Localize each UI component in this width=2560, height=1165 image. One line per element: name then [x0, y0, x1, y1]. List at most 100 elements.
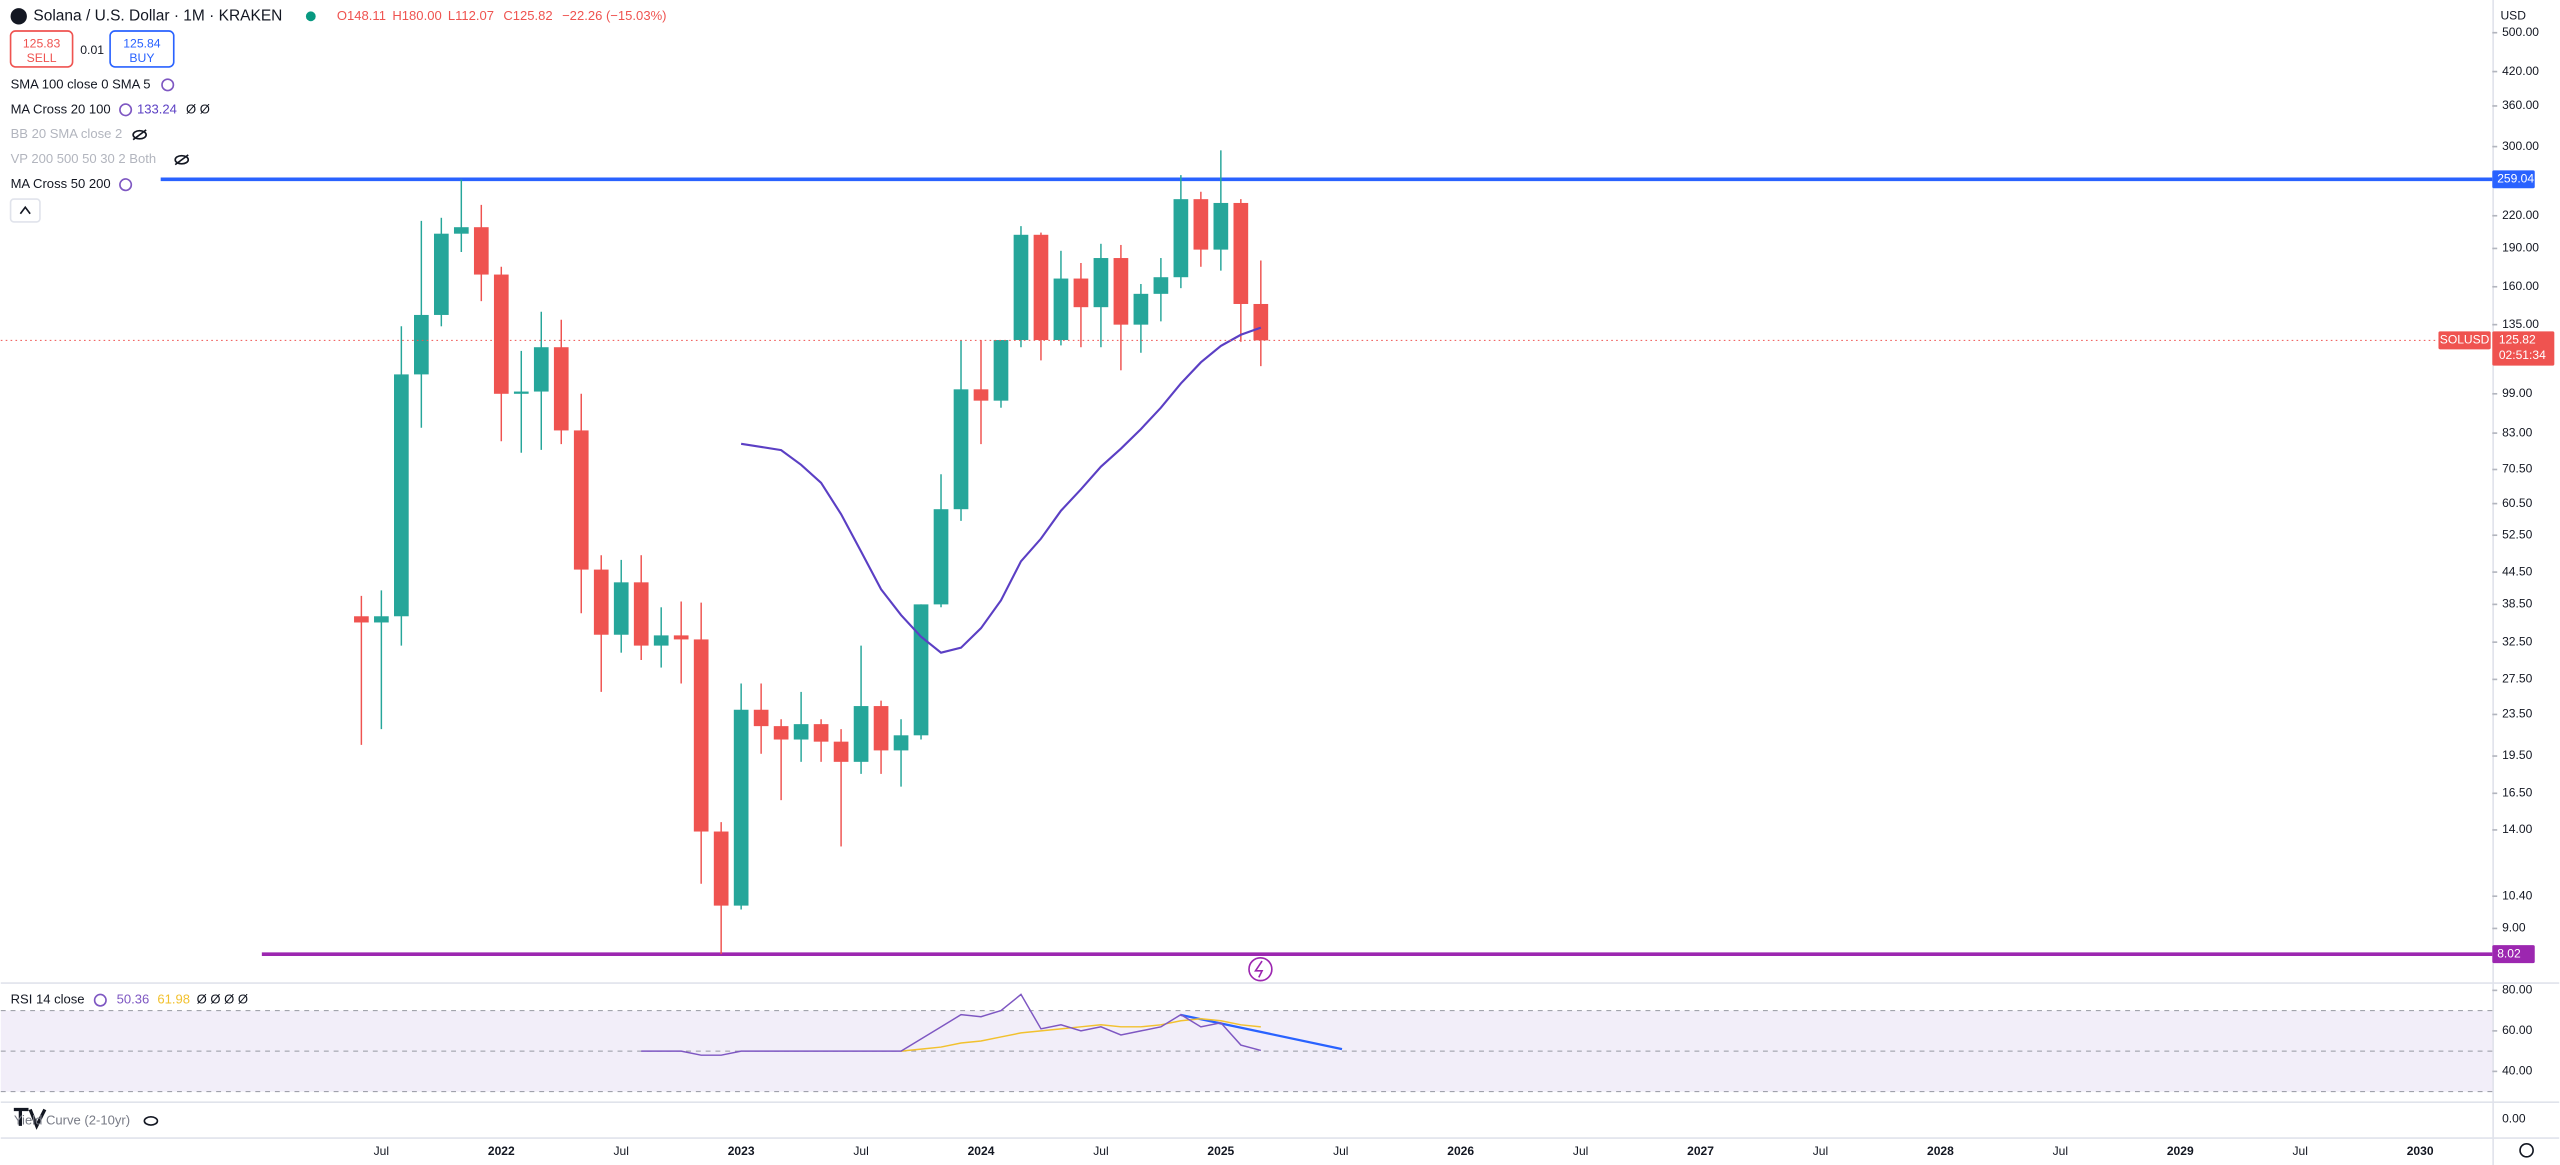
settings-icon[interactable] — [119, 103, 133, 117]
rsi-extra: Ø Ø Ø Ø — [197, 992, 248, 1007]
indicator-label: BB 20 SMA close 2 — [11, 126, 123, 141]
candle-body — [633, 582, 649, 646]
candle-body — [973, 389, 989, 401]
y-tick-label: 220.00 — [2502, 208, 2539, 222]
candle-body — [433, 233, 449, 315]
y-tick-label: 83.00 — [2502, 425, 2532, 439]
candle-body — [613, 582, 629, 635]
x-tick-label: Jul — [1093, 1144, 1108, 1158]
candle-body — [473, 227, 489, 275]
rsi-tick-label: 60.00 — [2502, 1023, 2532, 1037]
candle-body — [1153, 277, 1169, 294]
level-label: 8.02 — [2497, 946, 2521, 960]
hidden-icon[interactable] — [132, 129, 147, 140]
y-tick-label: 19.50 — [2502, 748, 2532, 762]
currency[interactable]: USD — [2500, 9, 2526, 23]
candle-body — [693, 639, 709, 832]
market-status — [305, 11, 316, 22]
rsi-title: RSI 14 close — [11, 992, 85, 1007]
candle-body — [713, 831, 729, 906]
ma-extra: Ø Ø — [186, 101, 210, 116]
candle-body — [953, 389, 969, 510]
x-tick-label: Jul — [853, 1144, 868, 1158]
logo[interactable] — [13, 1107, 47, 1130]
indicator-label: MA Cross 20 100 — [11, 101, 111, 116]
y-tick-label: 70.50 — [2502, 462, 2532, 476]
x-tick-label: Jul — [1333, 1144, 1348, 1158]
sell-price: 125.83 — [23, 36, 61, 50]
hidden-icon[interactable] — [143, 1116, 159, 1126]
y-tick-label: 420.00 — [2502, 64, 2539, 78]
x-tick-label: Jul — [614, 1144, 629, 1158]
x-tick-label: Jul — [2292, 1144, 2307, 1158]
indicator-label: MA Cross 50 200 — [11, 176, 111, 191]
settings-icon[interactable] — [93, 993, 107, 1007]
candle-body — [673, 635, 689, 640]
settings-icon[interactable] — [119, 178, 133, 192]
symbol-icon[interactable] — [10, 8, 27, 25]
rsi-trendline — [1180, 1013, 1343, 1051]
indicator-label: VP 200 500 50 30 2 Both — [11, 151, 157, 166]
settings-icon[interactable] — [2519, 1142, 2534, 1158]
y-tick-label: 10.40 — [2502, 888, 2532, 902]
y-tick-label: 190.00 — [2502, 241, 2539, 255]
symbol-label: SOLUSD — [2440, 333, 2490, 347]
ma-line — [740, 326, 1262, 654]
candle-body — [653, 635, 669, 646]
symbol-title[interactable]: Solana / U.S. Dollar · 1M · KRAKEN — [33, 7, 282, 24]
ohlc-open: O148.11 — [337, 8, 386, 23]
events-glyph — [1254, 960, 1264, 978]
sell-label: SELL — [27, 51, 57, 65]
candle-body — [1013, 234, 1029, 341]
y-tick-label: 44.50 — [2502, 564, 2532, 578]
y-tick-label: 38.50 — [2502, 597, 2532, 611]
candle-body — [753, 709, 769, 727]
ma-value: 133.24 — [137, 101, 177, 116]
countdown: 02:51:34 — [2499, 348, 2546, 362]
collapse-button[interactable] — [9, 198, 41, 223]
candle-body — [573, 430, 589, 570]
candle-body — [1193, 199, 1209, 250]
x-tick-label: Jul — [2053, 1144, 2068, 1158]
candle-body — [513, 391, 529, 394]
settings-icon[interactable] — [161, 78, 175, 92]
candle-body — [933, 509, 949, 605]
y-tick-label: 60.50 — [2502, 496, 2532, 510]
ohlc-low: L112.07 — [448, 8, 494, 23]
ohlc-high: H180.00 — [392, 8, 441, 23]
x-tick-label: Jul — [1573, 1144, 1588, 1158]
candle-body — [453, 227, 469, 234]
collapse-icon — [19, 205, 31, 215]
candle-body — [853, 706, 869, 762]
y-tick-label: 135.00 — [2502, 317, 2539, 331]
price-label-box — [2492, 331, 2555, 366]
buy-price: 125.84 — [123, 36, 161, 50]
events-icon[interactable] — [1248, 956, 1273, 982]
x-tick-label: 2026 — [1447, 1144, 1474, 1158]
ohlc-close: C125.82 — [503, 8, 552, 23]
candle-body — [1093, 258, 1109, 308]
candle-body — [374, 616, 389, 623]
candle-body — [1073, 278, 1089, 308]
buy-button[interactable] — [109, 30, 175, 68]
y-tick-label: 500.00 — [2502, 25, 2539, 39]
candle-body — [1053, 278, 1069, 341]
candle-body — [793, 724, 809, 740]
ohlc-change: −22.26 (−15.03%) — [562, 8, 666, 23]
candle-body — [354, 616, 369, 623]
hidden-slash — [174, 154, 189, 166]
rsi-value: 50.36 — [117, 992, 150, 1007]
x-tick-label: Jul — [374, 1144, 389, 1158]
candle-body — [1253, 303, 1269, 341]
rsi-tick-label: 40.00 — [2502, 1064, 2532, 1078]
rsi-ma-line — [900, 1017, 1261, 1052]
y-tick-label: 27.50 — [2502, 672, 2532, 686]
candle-body — [1233, 202, 1249, 304]
y-tick-label: 360.00 — [2502, 98, 2539, 112]
hidden-icon[interactable] — [174, 154, 190, 165]
candle-body — [593, 569, 609, 635]
symbol-label-box — [2438, 331, 2491, 350]
sell-button[interactable] — [9, 30, 74, 68]
x-tick-label: Jul — [1813, 1144, 1828, 1158]
